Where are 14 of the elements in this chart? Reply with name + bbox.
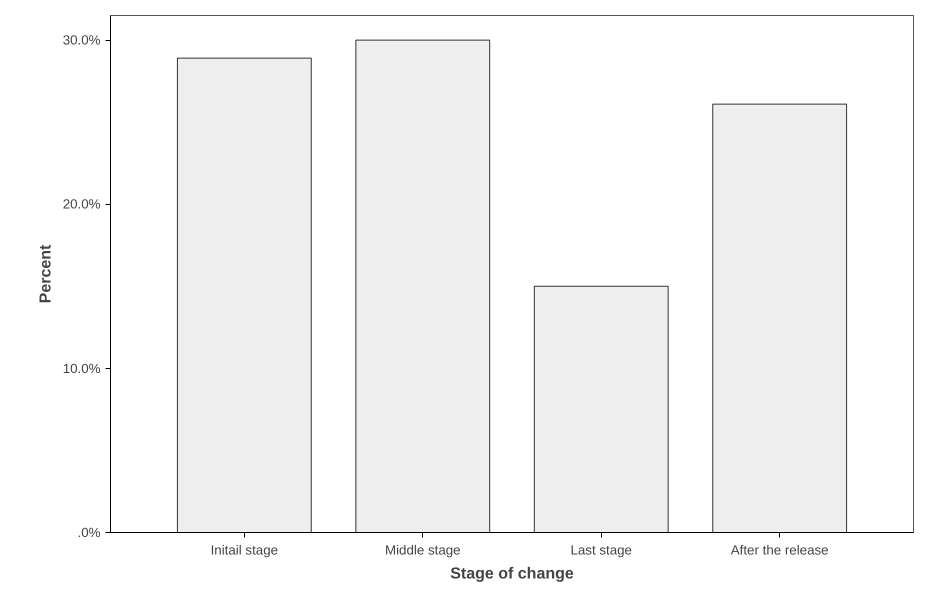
y-tick-label: 10.0%	[62, 360, 101, 376]
x-axis-title: Stage of change	[450, 566, 574, 582]
y-tick-label: 20.0%	[62, 196, 101, 212]
bar	[176, 58, 312, 532]
x-tick-label: After the release	[730, 542, 829, 558]
x-tick-label: Initail stage	[210, 542, 278, 558]
x-tick-label: Middle stage	[384, 542, 461, 558]
y-tick-label: .0%	[78, 525, 101, 540]
y-tick-label: 30.0%	[62, 32, 101, 48]
bar	[355, 40, 490, 532]
bar	[534, 286, 669, 532]
bar	[712, 104, 848, 532]
x-tick-label: Last stage	[570, 542, 632, 558]
y-axis-title: Percent	[38, 244, 55, 304]
